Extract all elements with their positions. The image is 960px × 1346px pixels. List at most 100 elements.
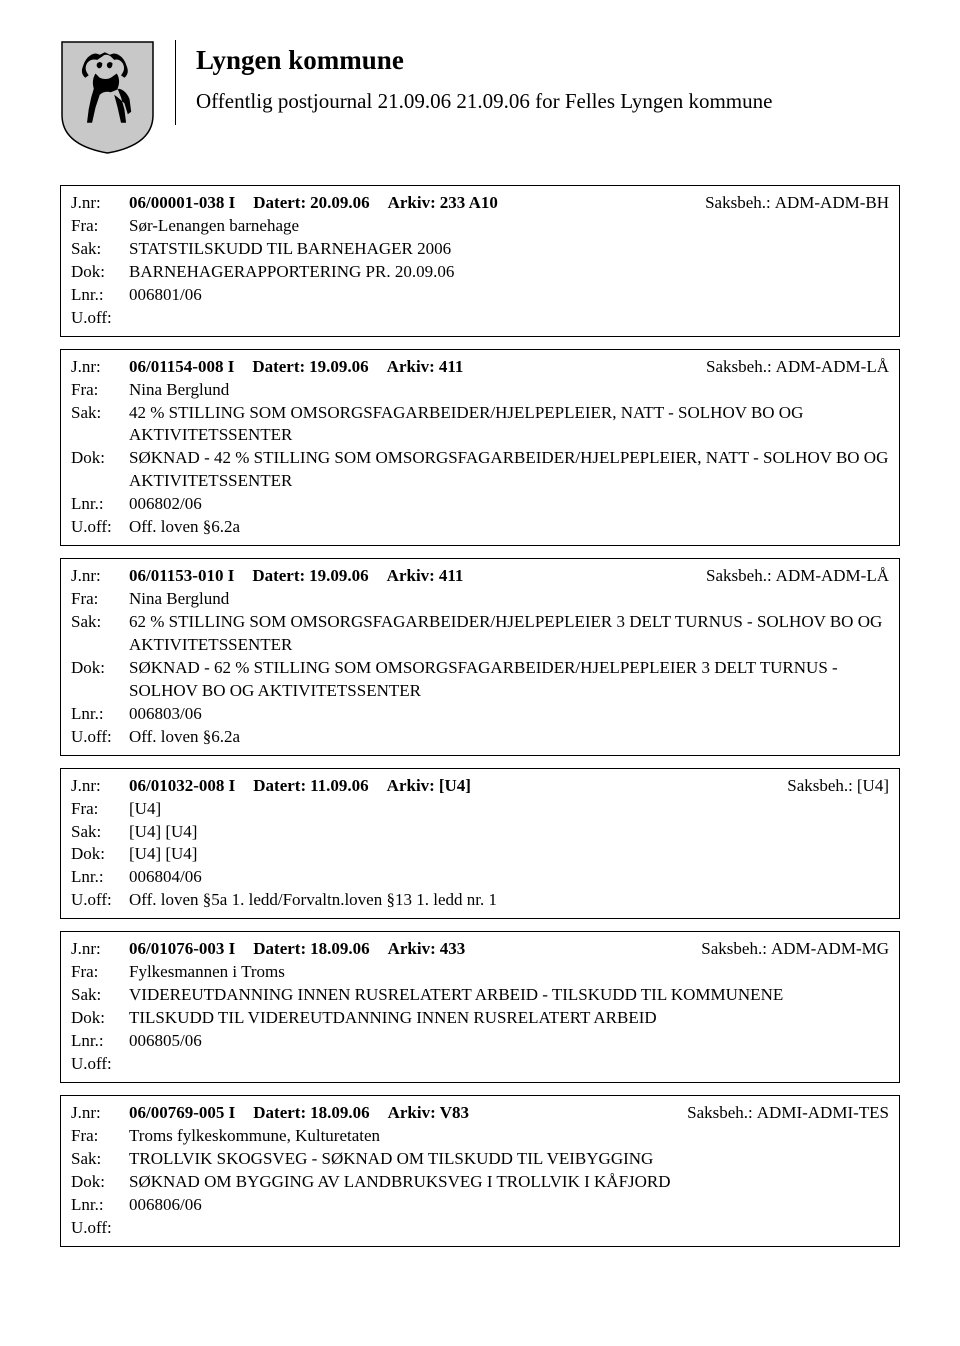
lnr-row: Lnr.:006804/06 [71, 866, 889, 889]
dok-label: Dok: [71, 1171, 129, 1194]
saksbeh-label: Saksbeh.: [706, 356, 772, 379]
uoff-row: U.off:Off. loven §6.2a [71, 726, 889, 749]
lnr-row: Lnr.:006801/06 [71, 284, 889, 307]
entry-header-row: J.nr:06/01076-003 IDatert:18.09.06Arkiv:… [71, 938, 889, 961]
arkiv-value: 433 [440, 938, 466, 961]
entry-header-row: J.nr:06/00769-005 IDatert:18.09.06Arkiv:… [71, 1102, 889, 1125]
entry-header-row: J.nr:06/01032-008 IDatert:11.09.06Arkiv:… [71, 775, 889, 798]
arkiv-value: 411 [439, 356, 464, 379]
fra-value: Fylkesmannen i Troms [129, 961, 889, 984]
dok-label: Dok: [71, 1007, 129, 1030]
fra-label: Fra: [71, 798, 129, 821]
uoff-value: Off. loven §6.2a [129, 726, 889, 749]
uoff-label: U.off: [71, 307, 129, 330]
jnr-value: 06/01154-008 I [129, 356, 234, 379]
header-text: Lyngen kommune Offentlig postjournal 21.… [175, 40, 772, 125]
arkiv-label: Arkiv: [387, 565, 435, 588]
uoff-label: U.off: [71, 1053, 129, 1076]
dok-value: TILSKUDD TIL VIDEREUTDANNING INNEN RUSRE… [129, 1007, 889, 1030]
sak-value: TROLLVIK SKOGSVEG - SØKNAD OM TILSKUDD T… [129, 1148, 889, 1171]
datert-value: 11.09.06 [310, 775, 369, 798]
arkiv-label: Arkiv: [387, 775, 435, 798]
sak-label: Sak: [71, 238, 129, 261]
jnr-value: 06/01032-008 I [129, 775, 235, 798]
saksbeh-label: Saksbeh.: [706, 565, 772, 588]
fra-row: Fra:Troms fylkeskommune, Kulturetaten [71, 1125, 889, 1148]
jnr-label: J.nr: [71, 565, 129, 588]
fra-label: Fra: [71, 1125, 129, 1148]
uoff-row: U.off: [71, 1053, 889, 1076]
sak-value: 62 % STILLING SOM OMSORGSFAGARBEIDER/HJE… [129, 611, 889, 657]
fra-row: Fra:Nina Berglund [71, 588, 889, 611]
datert-label: Datert: [253, 938, 306, 961]
lnr-label: Lnr.: [71, 1030, 129, 1053]
sak-label: Sak: [71, 611, 129, 634]
sak-value: VIDEREUTDANNING INNEN RUSRELATERT ARBEID… [129, 984, 889, 1007]
fra-value: Troms fylkeskommune, Kulturetaten [129, 1125, 889, 1148]
fra-value: [U4] [129, 798, 889, 821]
jnr-value: 06/01153-010 I [129, 565, 234, 588]
fra-label: Fra: [71, 961, 129, 984]
dok-row: Dok:[U4] [U4] [71, 843, 889, 866]
saksbeh-label: Saksbeh.: [705, 192, 771, 215]
jnr-value: 06/00769-005 I [129, 1102, 235, 1125]
jnr-value: 06/00001-038 I [129, 192, 235, 215]
fra-value: Nina Berglund [129, 588, 889, 611]
lnr-value: 006802/06 [129, 493, 889, 516]
datert-label: Datert: [252, 565, 305, 588]
entry-header-row: J.nr:06/01153-010 IDatert:19.09.06Arkiv:… [71, 565, 889, 588]
journal-entry: J.nr:06/01154-008 IDatert:19.09.06Arkiv:… [60, 349, 900, 547]
sak-row: Sak:[U4] [U4] [71, 821, 889, 844]
uoff-label: U.off: [71, 889, 129, 912]
datert-label: Datert: [252, 356, 305, 379]
sak-label: Sak: [71, 1148, 129, 1171]
entry-header-value: 06/01153-010 IDatert:19.09.06Arkiv:411Sa… [129, 565, 889, 588]
sak-label: Sak: [71, 984, 129, 1007]
arkiv-label: Arkiv: [388, 1102, 436, 1125]
dok-row: Dok:TILSKUDD TIL VIDEREUTDANNING INNEN R… [71, 1007, 889, 1030]
fra-label: Fra: [71, 379, 129, 402]
uoff-row: U.off: [71, 1217, 889, 1240]
fra-value: Sør-Lenangen barnehage [129, 215, 889, 238]
fra-row: Fra:[U4] [71, 798, 889, 821]
header-section: Lyngen kommune Offentlig postjournal 21.… [60, 40, 900, 155]
journal-entry: J.nr:06/01032-008 IDatert:11.09.06Arkiv:… [60, 768, 900, 920]
entry-header-value: 06/01032-008 IDatert:11.09.06Arkiv:[U4]S… [129, 775, 889, 798]
entry-header-value: 06/00769-005 IDatert:18.09.06Arkiv:V83Sa… [129, 1102, 889, 1125]
lnr-value: 006801/06 [129, 284, 889, 307]
dok-label: Dok: [71, 657, 129, 680]
sak-value: [U4] [U4] [129, 821, 889, 844]
uoff-value: Off. loven §6.2a [129, 516, 889, 539]
datert-value: 19.09.06 [309, 356, 369, 379]
municipality-logo [60, 40, 155, 155]
fra-label: Fra: [71, 588, 129, 611]
jnr-label: J.nr: [71, 192, 129, 215]
saksbeh-label: Saksbeh.: [701, 938, 767, 961]
fra-row: Fra:Fylkesmannen i Troms [71, 961, 889, 984]
lnr-label: Lnr.: [71, 493, 129, 516]
saksbeh-value: ADM-ADM-LÅ [776, 356, 889, 379]
uoff-row: U.off: [71, 307, 889, 330]
fra-label: Fra: [71, 215, 129, 238]
page-subtitle: Offentlig postjournal 21.09.06 21.09.06 … [196, 88, 772, 115]
fra-row: Fra:Sør-Lenangen barnehage [71, 215, 889, 238]
sak-row: Sak:TROLLVIK SKOGSVEG - SØKNAD OM TILSKU… [71, 1148, 889, 1171]
saksbeh-value: ADM-ADM-MG [771, 938, 889, 961]
datert-label: Datert: [253, 1102, 306, 1125]
entry-header-value: 06/01154-008 IDatert:19.09.06Arkiv:411Sa… [129, 356, 889, 379]
lnr-row: Lnr.:006802/06 [71, 493, 889, 516]
entry-header-value: 06/01076-003 IDatert:18.09.06Arkiv:433Sa… [129, 938, 889, 961]
entry-header-row: J.nr:06/01154-008 IDatert:19.09.06Arkiv:… [71, 356, 889, 379]
uoff-label: U.off: [71, 516, 129, 539]
arkiv-value: 233 A10 [440, 192, 498, 215]
sak-row: Sak:62 % STILLING SOM OMSORGSFAGARBEIDER… [71, 611, 889, 657]
uoff-label: U.off: [71, 726, 129, 749]
dok-value: SØKNAD OM BYGGING AV LANDBRUKSVEG I TROL… [129, 1171, 889, 1194]
sak-row: Sak:42 % STILLING SOM OMSORGSFAGARBEIDER… [71, 402, 889, 448]
dok-value: BARNEHAGERAPPORTERING PR. 20.09.06 [129, 261, 889, 284]
dok-row: Dok:SØKNAD - 42 % STILLING SOM OMSORGSFA… [71, 447, 889, 493]
sak-row: Sak:VIDEREUTDANNING INNEN RUSRELATERT AR… [71, 984, 889, 1007]
jnr-label: J.nr: [71, 1102, 129, 1125]
arkiv-value: V83 [440, 1102, 469, 1125]
fra-row: Fra:Nina Berglund [71, 379, 889, 402]
